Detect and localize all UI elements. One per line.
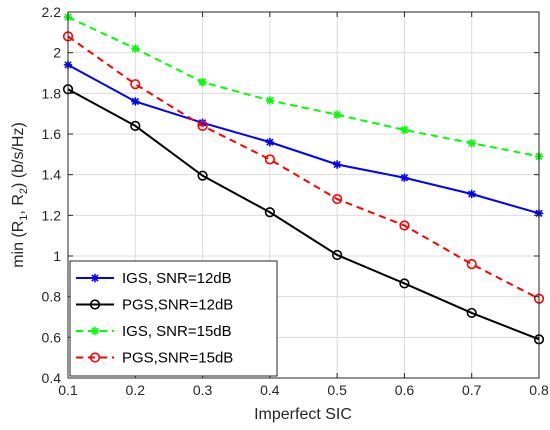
y-axis-label-sub2: 2 xyxy=(18,188,30,194)
data-point xyxy=(332,193,343,205)
legend-marker xyxy=(89,299,101,310)
y-tick-label: 1.2 xyxy=(42,207,62,223)
y-axis-label-sub1: 1 xyxy=(18,215,30,221)
series-line xyxy=(67,16,540,158)
data-point xyxy=(198,77,207,87)
y-tick-label: 1 xyxy=(53,248,61,264)
series-line xyxy=(67,88,540,341)
data-point xyxy=(198,118,207,128)
legend-entry-label: PGS,SNR=15dB xyxy=(122,350,233,367)
y-tick-label: 2 xyxy=(53,45,61,61)
data-point xyxy=(265,96,275,105)
x-axis-label: Imperfect SIC xyxy=(254,406,352,423)
data-point xyxy=(130,79,141,90)
legend-entry-label: PGS,SNR=12dB xyxy=(122,297,233,314)
data-point xyxy=(197,170,208,181)
x-tick-label: 0.7 xyxy=(462,382,482,398)
x-tick-label: 0.5 xyxy=(327,382,347,398)
y-tick-label: 0.8 xyxy=(42,289,62,305)
x-tick-label: 0.1 xyxy=(58,382,78,398)
x-tick-label: 0.2 xyxy=(126,382,146,398)
plot-frame xyxy=(67,11,540,379)
data-point xyxy=(264,154,275,165)
y-tick-label: 1.4 xyxy=(42,167,62,183)
data-point xyxy=(264,207,275,218)
series-4 xyxy=(62,31,545,304)
x-tick-label: 0.8 xyxy=(529,382,549,398)
series-line xyxy=(67,63,540,215)
data-point xyxy=(399,278,410,289)
x-tick-label: 0.4 xyxy=(260,382,280,398)
data-point xyxy=(131,44,140,53)
data-point xyxy=(131,97,140,106)
y-axis-label-part1: min (R xyxy=(10,221,27,268)
data-point xyxy=(467,138,476,148)
x-tick-label: 0.6 xyxy=(395,382,415,398)
data-point xyxy=(197,120,208,131)
data-point xyxy=(332,160,342,169)
data-point xyxy=(332,110,342,119)
data-point xyxy=(399,220,410,231)
data-point xyxy=(130,120,141,131)
legend: IGS, SNR=12dB PGS,SNR=12dB IGS, SNR=15dB PG… xyxy=(69,260,278,377)
legend-marker xyxy=(89,352,101,363)
y-tick-label: 0.6 xyxy=(42,329,62,345)
legend-marker xyxy=(90,326,100,336)
x-tick-label: 0.3 xyxy=(193,382,213,398)
y-axis-label: min (R1, R2) (b/s/Hz) xyxy=(10,122,30,268)
y-tick-label: 2.2 xyxy=(42,4,62,20)
y-axis-label-part2: , R xyxy=(10,194,27,214)
data-point xyxy=(332,249,343,261)
data-point xyxy=(467,189,476,199)
data-point xyxy=(400,173,409,182)
y-tick-label: 0.4 xyxy=(42,370,62,386)
tick-labels: 0.1 0.2 0.3 0.4 0.5 0.6 0.7 0.8 0.4 0.6 0.8 1 1.2 1.4… xyxy=(42,4,549,398)
legend-marker xyxy=(90,273,100,283)
legend-entry-label: IGS, SNR=12dB xyxy=(122,270,232,287)
y-tick-label: 1.6 xyxy=(42,126,62,142)
data-point xyxy=(265,137,275,147)
data-point xyxy=(466,259,477,270)
series-2 xyxy=(62,84,545,345)
data-point xyxy=(400,125,409,135)
y-axis-label-part3: ) (b/s/Hz) xyxy=(10,122,27,188)
legend-entry-label: IGS, SNR=15dB xyxy=(122,323,232,340)
data-point xyxy=(466,307,477,319)
y-tick-label: 1.8 xyxy=(42,85,62,101)
